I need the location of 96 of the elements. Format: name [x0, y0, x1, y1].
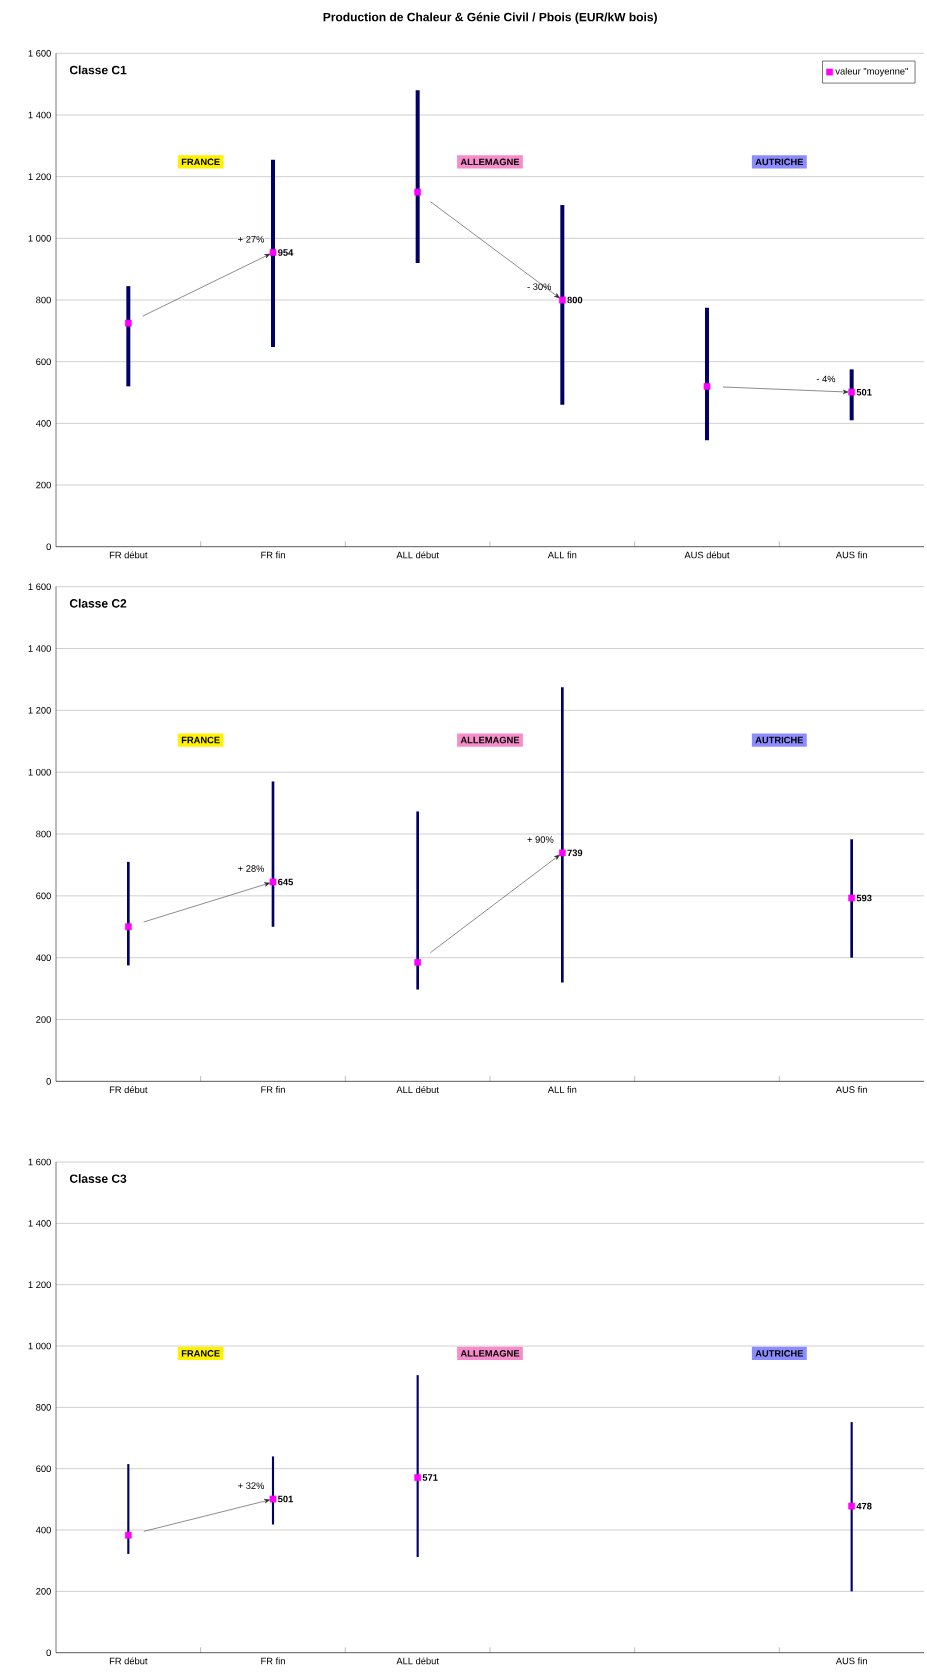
y-tick-label: 200: [36, 1016, 51, 1023]
x-tick-label: FR fin: [261, 551, 285, 559]
point: [558, 849, 566, 857]
y-tick-label: 0: [46, 543, 51, 550]
y-tick-label: 1 400: [28, 645, 51, 652]
data-label: 593: [856, 894, 872, 902]
bar: [850, 839, 853, 958]
y-tick-label: 400: [35, 1526, 51, 1534]
annotation: AUTRICHE: [755, 158, 804, 166]
annotation: + 28%: [238, 865, 265, 872]
annotation: ALLEMAGNE: [460, 158, 520, 166]
x-tick-label: ALL fin: [547, 551, 577, 559]
y-tick-label: 600: [36, 892, 51, 900]
y-tick-label: 1 000: [28, 1342, 51, 1350]
x-tick-label: AUS fin: [835, 1657, 867, 1665]
point: [124, 923, 132, 931]
y-tick-label: 1 600: [28, 583, 51, 590]
point: [848, 1502, 855, 1510]
y-tick-label: 200: [36, 481, 51, 489]
text: Classe C3: [69, 1174, 127, 1183]
point: [558, 296, 566, 304]
bar: [271, 159, 275, 347]
annotation: - 4%: [816, 375, 836, 383]
data-label: 739: [567, 849, 583, 857]
annotation: FRANCE: [181, 158, 220, 166]
x-tick-label: ALL début: [396, 551, 439, 559]
y-tick-label: 1 600: [28, 1158, 51, 1166]
x-tick-label: ALL fin: [547, 1086, 577, 1093]
y-tick-label: 800: [36, 1404, 51, 1411]
annotation: AUTRICHE: [755, 1350, 804, 1357]
data-label: 645: [278, 878, 294, 886]
x-tick-label: FR fin: [261, 1086, 285, 1093]
bar: [415, 90, 420, 264]
bar: [561, 687, 564, 983]
y-tick-label: 600: [36, 1465, 51, 1472]
y-tick-label: 1 400: [28, 111, 51, 119]
data-label: 954: [278, 249, 294, 256]
x-tick-label: FR début: [109, 551, 148, 559]
y-tick-label: 1 200: [28, 707, 51, 714]
x-tick-label: AUS fin: [835, 551, 867, 559]
x-tick-label: FR début: [109, 1657, 148, 1665]
annotation: + 32%: [238, 1482, 265, 1489]
bar: [127, 861, 130, 966]
point: [269, 878, 277, 886]
x-tick-label: AUS fin: [835, 1086, 867, 1093]
annotation: + 90%: [527, 836, 554, 843]
annotation: FRANCE: [181, 736, 220, 744]
data-label: 800: [567, 296, 583, 304]
x-tick-label: AUS début: [684, 551, 730, 559]
y-tick-label: 1 600: [28, 50, 51, 57]
annotation: FRANCE: [181, 1350, 220, 1357]
y-tick-label: 800: [36, 830, 51, 838]
bar: [126, 286, 131, 387]
annotation: ALLEMAGNE: [460, 736, 520, 744]
annotation: - 30%: [527, 283, 552, 290]
annotation: AUTRICHE: [755, 736, 804, 744]
point: [269, 1495, 277, 1503]
point: [848, 894, 855, 902]
y-tick-label: 800: [36, 296, 51, 304]
y-tick-label: 600: [36, 358, 51, 365]
annotation: + 27%: [238, 235, 265, 243]
point: [848, 388, 855, 396]
bar: [416, 811, 419, 990]
point: [124, 319, 132, 327]
x-tick-label: FR fin: [261, 1657, 285, 1665]
bar: [560, 205, 565, 405]
y-tick-label: 200: [36, 1588, 51, 1595]
annotation: ALLEMAGNE: [460, 1350, 520, 1357]
point: [414, 1474, 421, 1481]
point: [703, 383, 711, 390]
y-tick-label: 0: [46, 1078, 51, 1085]
y-tick-label: 1 400: [28, 1220, 51, 1227]
y-tick-label: 1 000: [28, 768, 51, 776]
y-tick-label: 1 200: [28, 1281, 51, 1288]
point: [414, 958, 421, 966]
text: Classe C1: [69, 65, 127, 75]
data-label: 478: [856, 1502, 872, 1510]
point: [414, 188, 421, 196]
y-tick-label: 400: [35, 954, 51, 961]
legend-label: valeur "moyenne": [835, 67, 908, 77]
x-tick-label: ALL début: [396, 1657, 439, 1665]
y-tick-label: 1 200: [28, 173, 51, 180]
bar: [705, 307, 709, 441]
data-label: 501: [856, 388, 872, 396]
y-tick-label: 400: [35, 420, 51, 427]
x-tick-label: ALL début: [396, 1086, 439, 1094]
data-label: 571: [422, 1474, 438, 1481]
y-tick-label: 1 000: [28, 235, 51, 242]
point: [269, 249, 277, 256]
point: [124, 1531, 132, 1539]
data-label: 501: [278, 1495, 294, 1503]
text: Classe C2: [69, 598, 127, 608]
chart-title: Production de Chaleur & Génie Civil / Pbois (EUR/kW bois): [323, 12, 657, 24]
x-tick-label: FR début: [109, 1086, 148, 1094]
y-tick-label: 0: [46, 1649, 51, 1656]
bar: [416, 1375, 419, 1557]
